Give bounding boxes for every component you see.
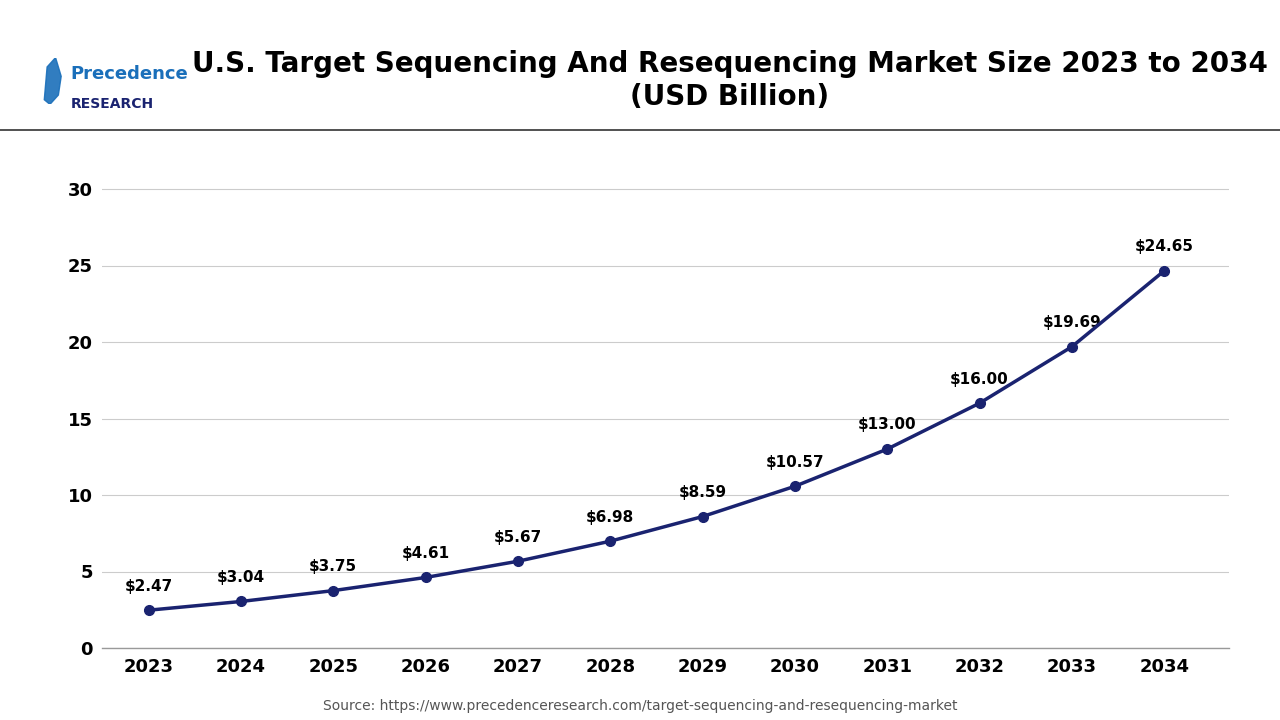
Text: $2.47: $2.47: [124, 579, 173, 593]
Text: $19.69: $19.69: [1042, 315, 1101, 330]
Text: $6.98: $6.98: [586, 510, 635, 525]
Text: $24.65: $24.65: [1134, 239, 1194, 254]
Text: RESEARCH: RESEARCH: [70, 97, 154, 111]
Text: $4.61: $4.61: [402, 546, 449, 561]
Polygon shape: [45, 58, 61, 104]
Text: $3.75: $3.75: [310, 559, 357, 574]
Text: $13.00: $13.00: [858, 418, 916, 433]
Text: $3.04: $3.04: [216, 570, 265, 585]
Text: Source: https://www.precedenceresearch.com/target-sequencing-and-resequencing-ma: Source: https://www.precedenceresearch.c…: [323, 699, 957, 713]
Text: $8.59: $8.59: [678, 485, 727, 500]
Text: U.S. Target Sequencing And Resequencing Market Size 2023 to 2034
(USD Billion): U.S. Target Sequencing And Resequencing …: [192, 50, 1267, 111]
Text: $10.57: $10.57: [765, 454, 824, 469]
Text: Precedence: Precedence: [70, 65, 188, 83]
Text: $5.67: $5.67: [494, 530, 541, 544]
Text: $16.00: $16.00: [950, 372, 1009, 387]
